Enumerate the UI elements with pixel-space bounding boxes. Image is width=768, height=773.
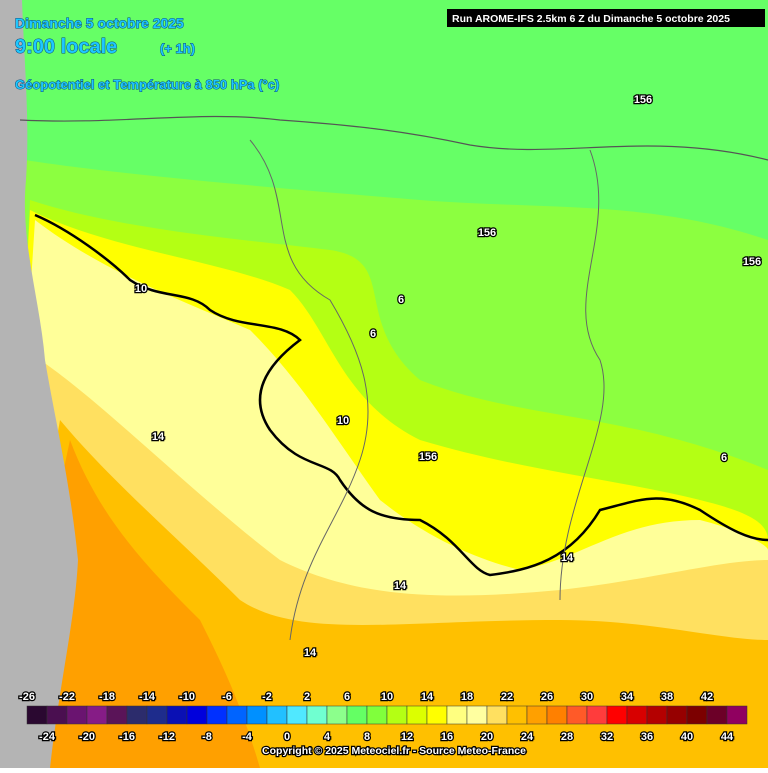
legend-swatch (366, 705, 388, 725)
legend-swatch (46, 705, 68, 725)
contour-label: 6 (398, 294, 404, 306)
legend-label: 22 (501, 691, 513, 703)
legend-swatch (546, 705, 568, 725)
contour-label: 10 (337, 415, 349, 427)
legend-label: -14 (139, 691, 156, 703)
legend-label: 32 (601, 731, 613, 743)
legend-label: 28 (561, 731, 573, 743)
legend-label: -16 (119, 731, 135, 743)
legend-label: 24 (521, 731, 534, 743)
legend-label: -4 (242, 731, 253, 743)
isotherm-10 (34, 213, 768, 577)
legend-label: 4 (324, 731, 331, 743)
legend-swatch (26, 705, 48, 725)
legend-swatch (266, 705, 288, 725)
legend-label: 8 (364, 731, 370, 743)
contour-label: 14 (152, 431, 165, 443)
legend-swatch (586, 705, 608, 725)
copyright: Copyright © 2025 Meteociel.fr - Source M… (262, 745, 526, 757)
legend-label: 40 (681, 731, 693, 743)
legend-swatch (466, 705, 488, 725)
legend-swatch (226, 705, 248, 725)
contour-label: 14 (561, 552, 574, 564)
run-banner (447, 9, 765, 27)
legend-swatch (486, 705, 508, 725)
legend-label: -24 (39, 731, 56, 743)
legend-swatch (206, 705, 228, 725)
contour-label: 6 (370, 328, 376, 340)
legend-swatch (666, 705, 688, 725)
legend-label: -6 (222, 691, 232, 703)
legend-label: 30 (581, 691, 593, 703)
legend-label: 26 (541, 691, 553, 703)
legend-swatch (706, 705, 728, 725)
legend-swatch (66, 705, 88, 725)
legend-label: -10 (179, 691, 195, 703)
run-title: Run AROME-IFS 2.5km 6 Z du Dimanche 5 oc… (452, 13, 730, 25)
legend-swatch (606, 705, 628, 725)
legend-label: 38 (661, 691, 673, 703)
contour-label: 10 (135, 283, 147, 295)
contour-label: 156 (478, 227, 496, 239)
legend-swatch (406, 705, 428, 725)
legend-label: 10 (381, 691, 393, 703)
sea-zone (0, 0, 78, 768)
legend-swatch (446, 705, 468, 725)
legend-label: -22 (59, 691, 75, 703)
legend-label: 18 (461, 691, 473, 703)
legend-swatch (106, 705, 128, 725)
date: Dimanche 5 octobre 2025 (15, 15, 184, 31)
legend-swatch (506, 705, 528, 725)
legend-label: 12 (401, 731, 413, 743)
legend-swatch (646, 705, 668, 725)
border-line (249, 139, 369, 641)
legend-swatch (566, 705, 588, 725)
legend-label: 44 (721, 731, 734, 743)
parameter: Géopotentiel et Température à 850 hPa (°… (15, 77, 279, 92)
legend-label: -26 (19, 691, 35, 703)
legend-swatch (346, 705, 368, 725)
legend-swatch (386, 705, 408, 725)
legend-swatch (246, 705, 268, 725)
contour-label: 14 (394, 580, 407, 592)
legend-swatch (426, 705, 448, 725)
legend-swatch (86, 705, 108, 725)
legend-label: -18 (99, 691, 115, 703)
border-line (559, 149, 605, 601)
offset: (+ 1h) (160, 41, 195, 56)
legend-swatch (686, 705, 708, 725)
legend-swatch (526, 705, 548, 725)
legend-label: -20 (79, 731, 95, 743)
legend-swatch (166, 705, 188, 725)
legend-swatch (306, 705, 328, 725)
contour-label: 6 (721, 452, 727, 464)
legend-swatch (126, 705, 148, 725)
legend-label: 2 (304, 691, 310, 703)
contour-label: 14 (304, 647, 317, 659)
legend-label: 14 (421, 691, 434, 703)
legend-label: -8 (202, 731, 212, 743)
legend-label: 34 (621, 691, 634, 703)
contour-label: 156 (419, 451, 437, 463)
border-line (19, 115, 768, 161)
legend-swatch (626, 705, 648, 725)
legend-label: 16 (441, 731, 453, 743)
legend-swatch (146, 705, 168, 725)
legend-label: -12 (159, 731, 175, 743)
legend-label: -2 (262, 691, 272, 703)
contour-label: 156 (634, 94, 652, 106)
legend-label: 20 (481, 731, 493, 743)
contour-label: 156 (743, 256, 761, 268)
time: 9:00 locale (15, 36, 117, 58)
legend-swatch (326, 705, 348, 725)
legend-label: 6 (344, 691, 350, 703)
legend-label: 36 (641, 731, 653, 743)
legend-swatch (726, 705, 748, 725)
legend-label: 0 (284, 731, 290, 743)
legend-label: 42 (701, 691, 713, 703)
legend-swatch (286, 705, 308, 725)
legend-swatch (186, 705, 208, 725)
